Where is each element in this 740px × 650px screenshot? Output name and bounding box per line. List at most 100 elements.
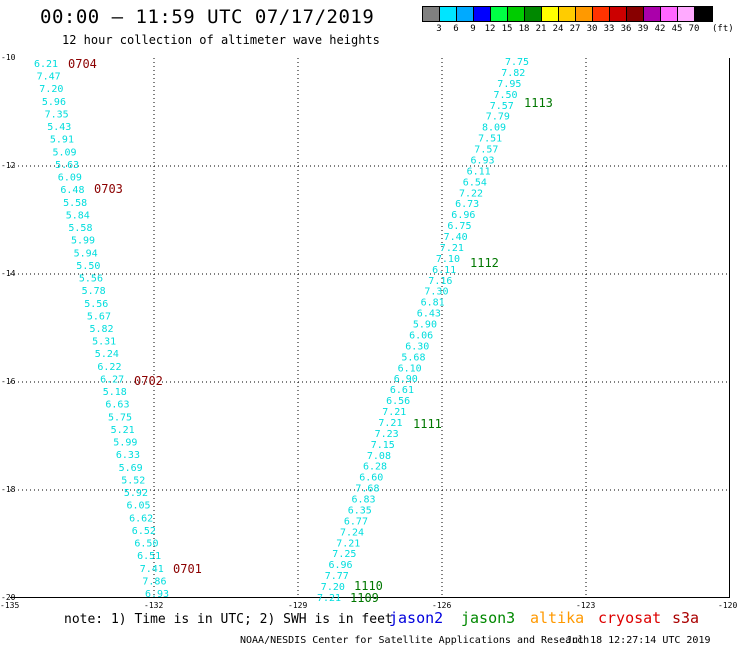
- wave-height-value: 5.67: [87, 311, 111, 322]
- wave-height-value: 7.25: [332, 549, 356, 560]
- wave-height-value: 7.16: [428, 276, 452, 287]
- color-swatch: [695, 7, 712, 21]
- latitude-label: -18: [1, 485, 16, 494]
- wave-height-value: 7.35: [45, 110, 69, 121]
- wave-height-value: 7.23: [375, 429, 399, 440]
- wave-height-value: 6.62: [129, 513, 153, 524]
- wave-height-value: 5.58: [68, 223, 92, 234]
- wave-height-value: 6.56: [386, 396, 410, 407]
- color-scale-tick-label: 33: [603, 24, 615, 34]
- wave-height-value: 7.08: [367, 451, 391, 462]
- color-swatch: [474, 7, 491, 21]
- time-label: 0701: [173, 562, 202, 576]
- wave-height-value: 7.57: [490, 101, 514, 112]
- color-scale-tick-label: 30: [586, 24, 598, 34]
- color-scale-tick-label: 21: [535, 24, 547, 34]
- wave-height-value: 5.84: [66, 210, 90, 221]
- longitude-label: -123: [576, 601, 596, 610]
- chart-title: 00:00 – 11:59 UTC 07/17/2019: [40, 6, 375, 28]
- wave-height-value: 5.58: [63, 198, 87, 209]
- wave-height-value: 5.94: [74, 248, 98, 259]
- wave-height-value: 7.86: [142, 576, 166, 587]
- wave-height-value: 6.81: [421, 298, 445, 309]
- color-swatch: [491, 7, 508, 21]
- wave-height-value: 6.93: [471, 155, 495, 166]
- wave-height-value: 7.21: [336, 538, 360, 549]
- wave-height-value: 7.22: [459, 188, 483, 199]
- wave-height-value: 7.21: [378, 418, 402, 429]
- wave-height-value: 6.05: [127, 501, 151, 512]
- color-swatch: [593, 7, 610, 21]
- color-swatch: [576, 7, 593, 21]
- credit-text: NOAA/NESDIS Center for Satellite Applica…: [240, 635, 590, 646]
- color-scale-tick-label: 27: [569, 24, 581, 34]
- legend-item-jason3: jason3: [461, 609, 516, 627]
- wave-height-value: 6.60: [359, 473, 383, 484]
- color-scale-tick-label: 15: [501, 24, 513, 34]
- wave-height-value: 6.10: [398, 363, 422, 374]
- wave-height-value: 6.96: [329, 560, 353, 571]
- wave-height-value: 7.51: [478, 134, 502, 145]
- wave-height-value: 6.96: [451, 210, 475, 221]
- wave-height-value: 5.09: [53, 147, 77, 158]
- color-swatch: [440, 7, 457, 21]
- wave-height-value: 6.11: [467, 166, 491, 177]
- wave-height-value: 6.35: [348, 506, 372, 517]
- wave-height-value: 7.10: [436, 254, 460, 265]
- wave-height-value: 5.82: [90, 324, 114, 335]
- wave-height-value: 6.33: [116, 450, 140, 461]
- color-swatch: [627, 7, 644, 21]
- wave-height-value: 5.91: [50, 135, 74, 146]
- latitude-label: -12: [1, 161, 16, 170]
- wave-height-value: 6.09: [58, 173, 82, 184]
- wave-height-value: 6.30: [405, 341, 429, 352]
- color-swatch: [525, 7, 542, 21]
- wave-height-value: 5.69: [119, 463, 143, 474]
- wave-height-value: 5.78: [82, 286, 106, 297]
- wave-height-value: 5.99: [71, 236, 95, 247]
- generated-timestamp: Jul 18 12:27:14 UTC 2019: [566, 635, 711, 646]
- longitude-label: -129: [288, 601, 308, 610]
- wave-height-value: 7.47: [37, 72, 61, 83]
- color-scale-tick-label: 42: [654, 24, 666, 34]
- wave-height-value: 5.99: [113, 438, 137, 449]
- wave-height-value: 7.21: [382, 407, 406, 418]
- color-swatch: [661, 7, 678, 21]
- color-swatch: [678, 7, 695, 21]
- color-swatch: [457, 7, 474, 21]
- legend-item-altika: altika: [530, 609, 585, 627]
- wave-height-value: 7.41: [140, 564, 164, 575]
- wave-height-value: 6.28: [363, 462, 387, 473]
- time-label: 1111: [413, 417, 442, 431]
- wave-height-value: 8.09: [482, 123, 506, 134]
- wave-height-value: 5.50: [76, 261, 100, 272]
- color-swatch: [559, 7, 576, 21]
- wave-height-value: 5.52: [121, 475, 145, 486]
- wave-height-value: 5.96: [42, 97, 66, 108]
- wave-height-value: 7.20: [321, 582, 345, 593]
- color-scale-unit: (ft): [712, 24, 734, 34]
- legend-item-jason2: jason2: [389, 609, 444, 627]
- wave-height-value: 7.40: [444, 232, 468, 243]
- time-label: 1112: [470, 256, 499, 270]
- wave-height-value: 5.90: [413, 320, 437, 331]
- wave-height-value: 7.15: [371, 440, 395, 451]
- wave-height-value: 5.43: [47, 122, 71, 133]
- latitude-label: -14: [1, 269, 16, 278]
- color-scale-tick-label: 18: [518, 24, 530, 34]
- wave-height-value: 5.24: [95, 349, 119, 360]
- wave-height-value: 7.21: [440, 243, 464, 254]
- wave-height-value: 7.50: [494, 90, 518, 101]
- color-scale-tick-label: 24: [552, 24, 564, 34]
- color-scale-bar: [422, 6, 713, 22]
- map-frame: [10, 58, 730, 598]
- time-label: 1113: [524, 96, 553, 110]
- legend-item-s3a: s3a: [672, 609, 700, 627]
- color-swatch: [423, 7, 440, 21]
- wave-height-value: 6.51: [137, 551, 161, 562]
- latitude-label: -10: [1, 53, 16, 62]
- wave-height-value: 7.82: [501, 68, 525, 79]
- wave-height-value: 6.83: [352, 495, 376, 506]
- color-swatch: [508, 7, 525, 21]
